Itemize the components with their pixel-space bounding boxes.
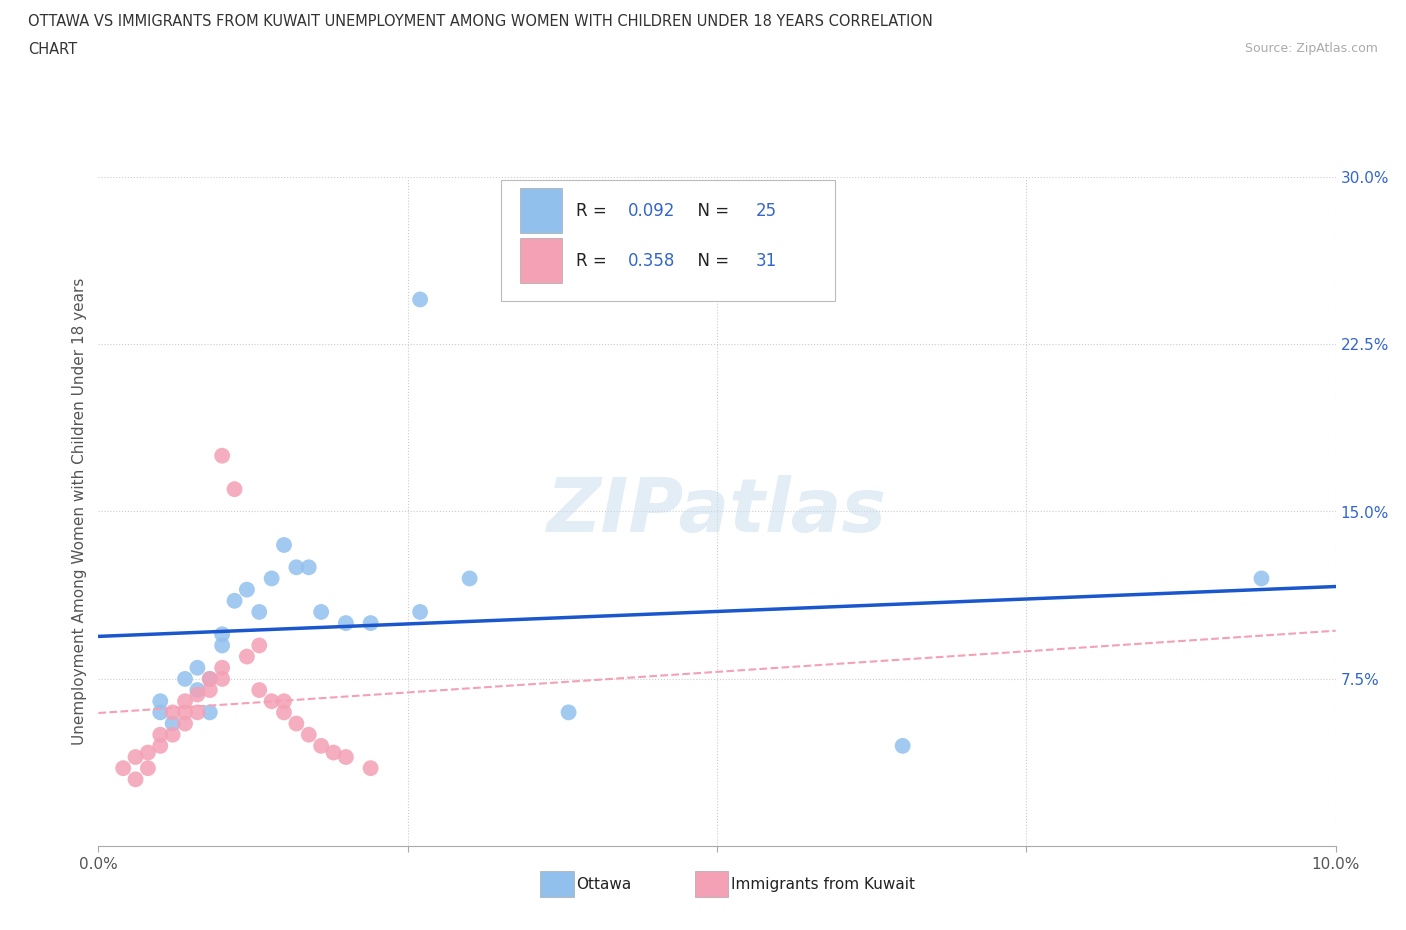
Text: Source: ZipAtlas.com: Source: ZipAtlas.com (1244, 42, 1378, 55)
Point (198, 671, 221, 686)
Text: N =: N = (688, 202, 735, 219)
Point (298, 560, 321, 575)
Point (285, 716, 308, 731)
Point (112, 761, 135, 776)
Text: 25: 25 (755, 202, 776, 219)
Point (335, 750, 357, 764)
Point (273, 538, 295, 552)
Point (136, 761, 159, 776)
Point (891, 738, 914, 753)
Point (409, 604, 432, 619)
Point (124, 772, 146, 787)
Point (162, 727, 184, 742)
Y-axis label: Unemployment Among Women with Children Under 18 years: Unemployment Among Women with Children U… (72, 278, 87, 745)
Text: R =: R = (576, 202, 612, 219)
Point (211, 671, 233, 686)
Point (360, 616, 382, 631)
Point (285, 560, 308, 575)
Text: 0.358: 0.358 (628, 252, 675, 270)
Text: Immigrants from Kuwait: Immigrants from Kuwait (731, 877, 915, 892)
Point (174, 705, 197, 720)
Point (186, 683, 208, 698)
Text: ZIPatlas: ZIPatlas (547, 475, 887, 548)
Point (149, 727, 172, 742)
Point (174, 716, 197, 731)
Point (260, 571, 283, 586)
Text: CHART: CHART (28, 42, 77, 57)
Point (1250, 571, 1272, 586)
Point (211, 627, 233, 642)
Point (309, 604, 332, 619)
Point (247, 638, 270, 653)
Point (124, 750, 146, 764)
Point (273, 694, 295, 709)
Point (162, 716, 184, 731)
Point (322, 745, 344, 760)
Point (260, 694, 283, 709)
Point (149, 694, 172, 709)
Point (149, 738, 172, 753)
Text: 0.092: 0.092 (628, 202, 675, 219)
Point (236, 582, 259, 597)
FancyBboxPatch shape (501, 180, 835, 300)
Text: 31: 31 (755, 252, 776, 270)
Point (162, 705, 184, 720)
Text: OTTAWA VS IMMIGRANTS FROM KUWAIT UNEMPLOYMENT AMONG WOMEN WITH CHILDREN UNDER 18: OTTAWA VS IMMIGRANTS FROM KUWAIT UNEMPLO… (28, 14, 934, 29)
Point (211, 660, 233, 675)
Point (298, 727, 321, 742)
Point (198, 683, 221, 698)
Point (458, 571, 481, 586)
Point (557, 705, 579, 720)
Point (335, 616, 357, 631)
Point (360, 761, 382, 776)
Point (149, 705, 172, 720)
Point (198, 705, 221, 720)
Point (224, 482, 246, 497)
Point (136, 745, 159, 760)
Point (211, 638, 233, 653)
Point (186, 705, 208, 720)
Text: Ottawa: Ottawa (576, 877, 631, 892)
Text: R =: R = (576, 252, 612, 270)
Point (186, 687, 208, 702)
Point (309, 738, 332, 753)
FancyBboxPatch shape (520, 188, 562, 233)
Point (174, 694, 197, 709)
Point (236, 649, 259, 664)
Point (273, 705, 295, 720)
Point (174, 671, 197, 686)
Text: N =: N = (688, 252, 735, 270)
Point (247, 683, 270, 698)
Point (224, 593, 246, 608)
Point (247, 604, 270, 619)
Point (186, 660, 208, 675)
Point (409, 292, 432, 307)
Point (198, 671, 221, 686)
Point (211, 448, 233, 463)
FancyBboxPatch shape (520, 238, 562, 283)
